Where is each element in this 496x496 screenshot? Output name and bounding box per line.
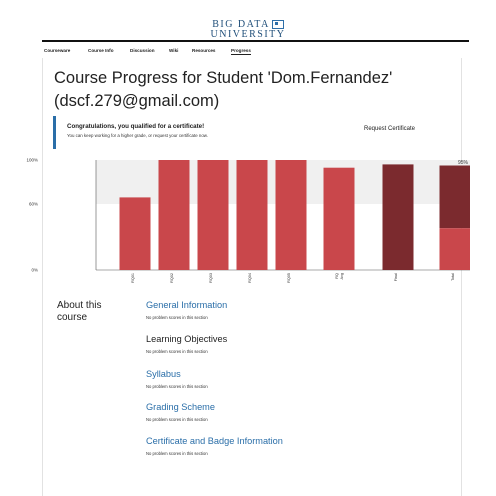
section-title[interactable]: Certificate and Badge Information [146, 436, 283, 446]
section-title[interactable]: Grading Scheme [146, 402, 215, 412]
bar-total-bottom [439, 228, 470, 270]
section-grading-scheme: Grading Scheme No problem scores in this… [146, 402, 215, 422]
bar-rq01 [119, 197, 151, 270]
x-tick-label: RQ01 [131, 273, 135, 283]
bar-rq-avg [323, 167, 355, 270]
request-certificate-button[interactable]: Request Certificate [364, 126, 416, 132]
logo-line1: BIG DATA [212, 19, 270, 30]
certificate-heading: Congratulations, you qualified for a cer… [67, 123, 205, 130]
section-general-information: General Information No problem scores in… [146, 300, 227, 320]
section-title[interactable]: Learning Objectives [146, 334, 228, 344]
x-tick-label: RQ03 [209, 273, 213, 283]
tab-discussion[interactable]: Discussion [130, 48, 155, 53]
bar-rq02 [158, 160, 190, 270]
tab-course-info[interactable]: Course Info [88, 48, 114, 53]
page-title: Course Progress for Student 'Dom.Fernand… [54, 69, 393, 110]
tab-wiki[interactable]: Wiki [169, 48, 179, 53]
section-learning-objectives: Learning Objectives No problem scores in… [146, 334, 227, 354]
x-tick-label: RQ [335, 273, 339, 279]
section-note: No problem scores in this section [146, 349, 208, 354]
x-tick-label: Avg [340, 273, 344, 279]
course-nav: Courseware Course Info Discussion Wiki R… [42, 40, 469, 58]
total-value-label: 95% [458, 160, 469, 166]
tab-courseware[interactable]: Courseware [44, 48, 71, 53]
section-note: No problem scores in this section [146, 417, 208, 422]
x-tick-label: RQ05 [287, 273, 291, 283]
bar-rq05 [275, 160, 307, 270]
section-title[interactable]: Syllabus [146, 369, 181, 379]
about-title: About this course [57, 300, 102, 323]
book-icon [271, 20, 284, 30]
y-tick-label: 60% [29, 202, 38, 207]
x-tick-label: Final [394, 273, 398, 281]
y-tick-label: 0% [31, 268, 38, 273]
site-logo[interactable]: BIG DATA UNIVERSITY [0, 20, 496, 40]
section-syllabus: Syllabus No problem scores in this secti… [146, 369, 208, 389]
y-tick-label: 100% [26, 158, 38, 163]
tab-resources[interactable]: Resources [192, 48, 216, 53]
bar-rq03 [197, 160, 229, 270]
tab-progress[interactable]: Progress [231, 48, 251, 55]
certificate-subtext: You can keep working for a higher grade,… [67, 133, 208, 138]
section-certificate-badge: Certificate and Badge Information No pro… [146, 436, 283, 456]
logo-line2: UNIVERSITY [210, 29, 286, 40]
content-card [42, 58, 462, 496]
bar-rq04 [236, 160, 268, 270]
section-note: No problem scores in this section [146, 451, 208, 456]
section-note: No problem scores in this section [146, 384, 208, 389]
certificate-banner: Congratulations, you qualified for a cer… [53, 116, 456, 149]
section-note: No problem scores in this section [146, 315, 208, 320]
bar-final [382, 164, 414, 270]
bar-total-top [439, 165, 470, 229]
x-tick-label: Total [451, 273, 455, 281]
grade-chart: 100% 60% 0% RQ01 RQ02 RQ03 RQ04 RQ05 RQ Avg Final 9… [26, 158, 470, 283]
x-tick-label: RQ04 [248, 273, 252, 283]
x-tick-label: RQ02 [170, 273, 174, 283]
section-title[interactable]: General Information [146, 300, 228, 310]
